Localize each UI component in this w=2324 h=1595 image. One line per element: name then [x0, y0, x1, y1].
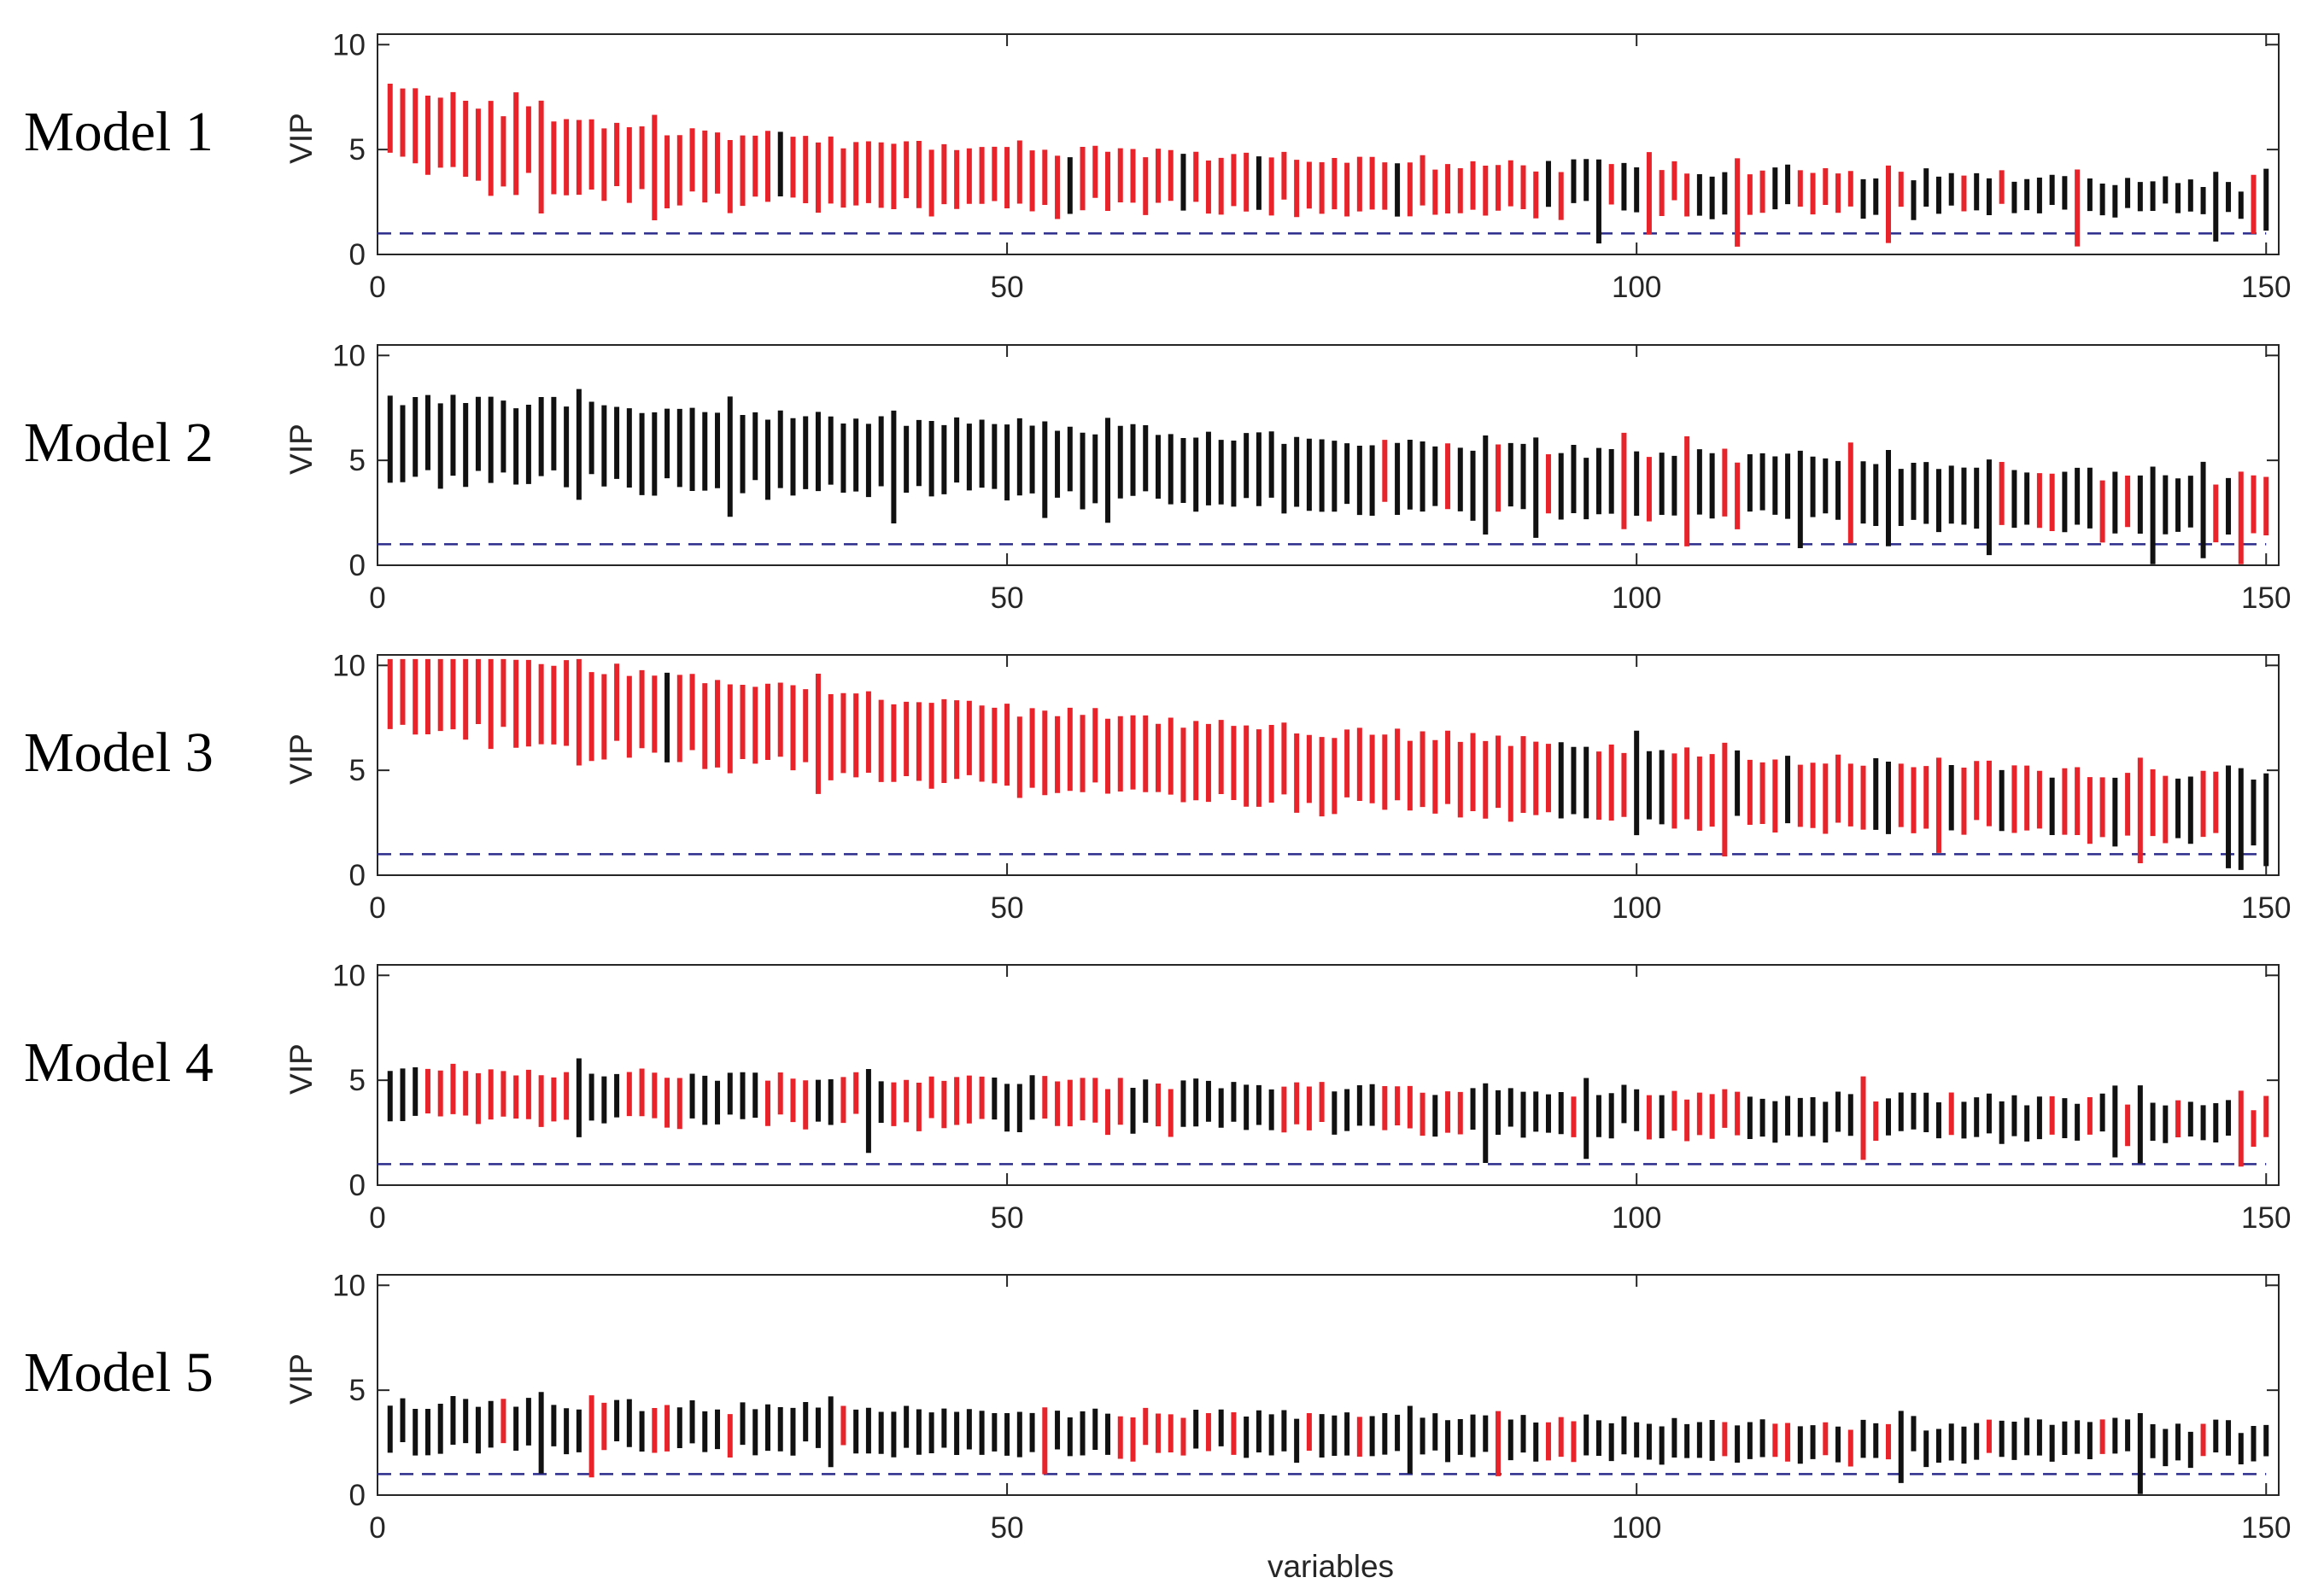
y-tick-label: 5 [349, 1374, 366, 1407]
y-tick-label: 0 [349, 859, 366, 892]
y-tick-label: 5 [349, 444, 366, 477]
x-tick-label: 50 [991, 581, 1024, 615]
x-tick-label: 150 [2241, 581, 2291, 615]
x-tick-label: 100 [1612, 1511, 1661, 1545]
y-tick-label: 10 [332, 1269, 366, 1302]
x-tick-label: 50 [991, 271, 1024, 304]
axes-box [377, 964, 2280, 1186]
x-tick-label: 0 [369, 1201, 385, 1235]
axes-box [377, 344, 2280, 566]
y-axis-label: VIP [284, 733, 319, 785]
model-label: Model 1 [24, 101, 214, 163]
x-tick-label: 100 [1612, 581, 1661, 615]
y-tick-label: 5 [349, 133, 366, 167]
y-tick-label: 5 [349, 754, 366, 787]
y-tick-label: 0 [349, 1169, 366, 1202]
x-tick-label: 150 [2241, 1201, 2291, 1235]
y-axis-label: VIP [284, 113, 319, 164]
x-tick-label: 50 [991, 1201, 1024, 1235]
x-tick-label: 0 [369, 271, 385, 304]
x-tick-label: 100 [1612, 1201, 1661, 1235]
model-label: Model 2 [24, 412, 214, 474]
model-label: Model 5 [24, 1341, 214, 1404]
axes-box [377, 33, 2280, 255]
axes-box [377, 654, 2280, 876]
x-axis-label: variables [1267, 1549, 1394, 1584]
x-tick-label: 150 [2241, 891, 2291, 925]
y-tick-label: 0 [349, 549, 366, 582]
y-tick-label: 0 [349, 238, 366, 272]
y-axis-label: VIP [284, 1353, 319, 1405]
y-tick-label: 10 [332, 28, 366, 61]
model-label: Model 3 [24, 722, 214, 784]
y-tick-label: 10 [332, 649, 366, 682]
x-tick-label: 100 [1612, 271, 1661, 304]
y-tick-label: 0 [349, 1479, 366, 1512]
x-tick-label: 150 [2241, 271, 2291, 304]
y-axis-label: VIP [284, 1043, 319, 1095]
x-tick-label: 150 [2241, 1511, 2291, 1545]
x-tick-label: 50 [991, 891, 1024, 925]
model-label: Model 4 [24, 1031, 214, 1094]
x-tick-label: 100 [1612, 891, 1661, 925]
x-tick-label: 0 [369, 891, 385, 925]
y-tick-label: 10 [332, 959, 366, 992]
x-tick-label: 0 [369, 581, 385, 615]
y-tick-label: 10 [332, 339, 366, 372]
x-tick-label: 50 [991, 1511, 1024, 1545]
y-tick-label: 5 [349, 1064, 366, 1097]
axes-box [377, 1274, 2280, 1496]
y-axis-label: VIP [284, 424, 319, 475]
x-tick-label: 0 [369, 1511, 385, 1545]
